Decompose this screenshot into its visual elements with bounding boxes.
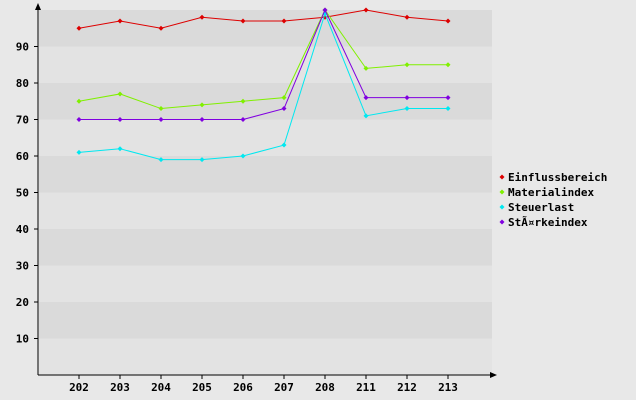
data-point [76, 117, 82, 122]
y-tick-label: 80 [16, 77, 29, 90]
data-point [363, 95, 369, 101]
data-point [76, 25, 82, 31]
y-tick-label: 60 [16, 150, 29, 163]
x-tick-label: 207 [274, 381, 294, 394]
y-tick-label: 20 [16, 296, 29, 309]
legend: Einflussbereich Materialindex Steuerlast St… [499, 171, 607, 229]
x-tick-label: 204 [151, 381, 171, 394]
data-point [199, 102, 205, 108]
data-point [76, 98, 82, 104]
x-tick-label: 205 [192, 381, 212, 394]
series-line [78, 9, 449, 29]
x-tick-label: 208 [315, 381, 335, 394]
grid-band [39, 83, 492, 120]
data-point [117, 91, 123, 97]
data-point [281, 95, 287, 101]
x-axis-arrow [490, 372, 497, 378]
legend-label: Einflussbereich [508, 171, 607, 184]
y-tick-label: 40 [16, 223, 29, 236]
series-line [79, 8, 448, 120]
series-layer [76, 7, 451, 163]
data-point [404, 95, 410, 101]
data-point [117, 117, 123, 122]
legend-label: StÃ¤rkeindex [508, 216, 588, 229]
data-point [199, 14, 205, 20]
data-point [240, 18, 246, 24]
grid-band [39, 338, 492, 375]
data-point [445, 95, 451, 101]
data-point [404, 62, 410, 68]
x-tick-label: 206 [233, 381, 253, 394]
axes [35, 3, 497, 378]
data-point [199, 117, 205, 122]
y-tick-label: 30 [16, 260, 29, 273]
series-line [78, 12, 448, 161]
y-axis-arrow [35, 3, 41, 10]
x-axis-ticks: 202 203 204 205 206 207 208 211 212 213 [69, 375, 458, 394]
data-point [76, 149, 82, 155]
data-point [445, 106, 451, 112]
data-point [322, 7, 328, 13]
y-axis-ticks: 10 20 30 40 50 60 70 80 90 [16, 41, 38, 346]
grid-band [39, 10, 492, 47]
data-point [158, 117, 164, 122]
x-tick-label: 212 [397, 381, 417, 394]
series-line [78, 9, 448, 110]
data-point [363, 65, 369, 71]
data-point [404, 14, 410, 20]
legend-marker [499, 204, 505, 210]
data-point [117, 18, 123, 24]
y-tick-label: 50 [16, 187, 29, 200]
legend-marker [499, 189, 505, 195]
data-point [158, 106, 164, 112]
data-point [445, 18, 451, 24]
data-point [117, 146, 123, 152]
data-point [363, 7, 369, 13]
grid-band [39, 302, 492, 339]
x-tick-label: 203 [110, 381, 130, 394]
data-point [158, 25, 164, 31]
y-tick-label: 10 [16, 333, 29, 346]
y-tick-label: 70 [16, 114, 29, 127]
y-tick-label: 90 [16, 41, 29, 54]
legend-label: Materialindex [508, 186, 594, 199]
grid-band [39, 192, 492, 229]
data-point [240, 153, 246, 159]
data-point [240, 98, 246, 104]
data-point [158, 157, 164, 163]
data-point [240, 117, 246, 122]
data-point [281, 18, 287, 24]
x-tick-label: 211 [356, 381, 376, 394]
data-point [281, 106, 287, 112]
x-tick-label: 202 [69, 381, 89, 394]
x-tick-label: 213 [438, 381, 458, 394]
legend-marker [499, 174, 505, 180]
data-point [199, 157, 205, 163]
legend-marker [499, 219, 505, 225]
grid-band [39, 119, 492, 156]
data-point [404, 106, 410, 112]
legend-label: Steuerlast [508, 201, 574, 214]
data-point [445, 62, 451, 68]
grid-band [39, 265, 492, 302]
grid-band [39, 229, 492, 266]
data-point [363, 113, 369, 119]
grid-band [39, 156, 492, 193]
data-point [281, 142, 287, 148]
